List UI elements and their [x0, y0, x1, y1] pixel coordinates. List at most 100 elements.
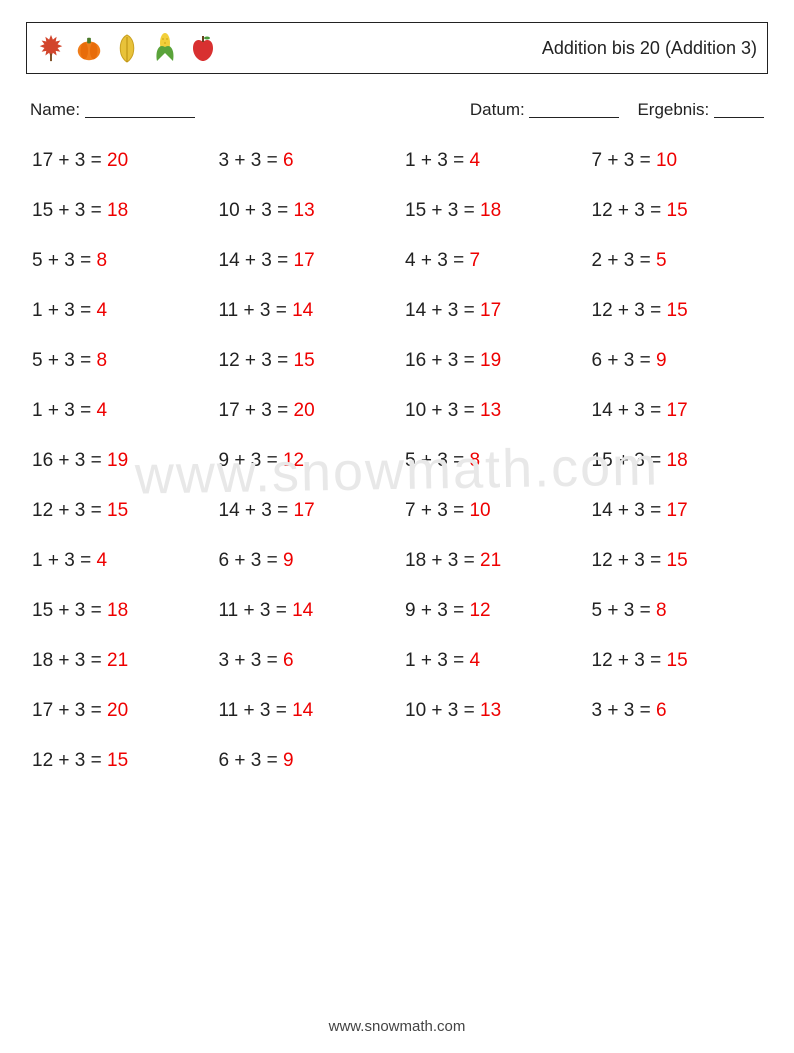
- problem-answer: 18: [107, 600, 128, 621]
- problem-expression: 12 + 3 =: [592, 550, 667, 571]
- problem-expression: 1 + 3 =: [32, 300, 96, 321]
- problem: 2 + 3 = 5: [592, 250, 769, 272]
- problem-answer: 4: [469, 150, 480, 171]
- problem-expression: 12 + 3 =: [32, 750, 107, 771]
- problem-expression: 4 + 3 =: [405, 250, 469, 271]
- problem-expression: 14 + 3 =: [405, 300, 480, 321]
- problem-expression: 12 + 3 =: [592, 650, 667, 671]
- problem: 14 + 3 = 17: [592, 400, 769, 422]
- problem-expression: 14 + 3 =: [219, 500, 294, 521]
- result-field: Ergebnis:: [637, 100, 764, 120]
- problem: 14 + 3 = 17: [592, 500, 769, 522]
- problem-expression: 14 + 3 =: [592, 400, 667, 421]
- problem-answer: 4: [96, 300, 107, 321]
- problem-answer: 6: [656, 700, 667, 721]
- problem: 16 + 3 = 19: [32, 450, 209, 472]
- problem-expression: 11 + 3 =: [219, 600, 293, 621]
- problem-expression: 11 + 3 =: [219, 700, 293, 721]
- problem-expression: 1 + 3 =: [405, 650, 469, 671]
- problem: 12 + 3 = 15: [592, 650, 769, 672]
- problem-answer: 21: [107, 650, 128, 671]
- problem-answer: 6: [283, 150, 294, 171]
- problem: 14 + 3 = 17: [219, 250, 396, 272]
- problem-expression: 6 + 3 =: [592, 350, 656, 371]
- problem: 15 + 3 = 18: [405, 200, 582, 222]
- problem-expression: 1 + 3 =: [32, 400, 96, 421]
- problem: 3 + 3 = 6: [219, 150, 396, 172]
- problem-answer: 17: [294, 250, 315, 271]
- problem-answer: 9: [283, 550, 294, 571]
- problem-expression: 15 + 3 =: [592, 450, 667, 471]
- problem-expression: 5 + 3 =: [405, 450, 469, 471]
- problem-expression: 3 + 3 =: [592, 700, 656, 721]
- problem-answer: 13: [480, 700, 501, 721]
- icon-row: [35, 32, 219, 64]
- problem: 11 + 3 = 14: [219, 600, 396, 622]
- problem: 3 + 3 = 6: [219, 650, 396, 672]
- problem-expression: 7 + 3 =: [592, 150, 656, 171]
- problem: 15 + 3 = 18: [32, 600, 209, 622]
- problem-expression: 5 + 3 =: [32, 350, 96, 371]
- problem: 14 + 3 = 17: [219, 500, 396, 522]
- problem-expression: 12 + 3 =: [32, 500, 107, 521]
- problem-answer: 7: [469, 250, 480, 271]
- problem-expression: 9 + 3 =: [219, 450, 283, 471]
- problem-answer: 9: [656, 350, 667, 371]
- problem-expression: 15 + 3 =: [32, 200, 107, 221]
- apple-icon: [187, 32, 219, 64]
- header-box: Addition bis 20 (Addition 3): [26, 22, 768, 74]
- problem-answer: 17: [294, 500, 315, 521]
- problem-answer: 20: [107, 150, 128, 171]
- problem: 9 + 3 = 12: [405, 600, 582, 622]
- problem-expression: 6 + 3 =: [219, 750, 283, 771]
- problem-expression: 2 + 3 =: [592, 250, 656, 271]
- problem-answer: 20: [294, 400, 315, 421]
- problem-answer: 13: [294, 200, 315, 221]
- problem: 16 + 3 = 19: [405, 350, 582, 372]
- problem-answer: 19: [480, 350, 501, 371]
- problem: 10 + 3 = 13: [405, 400, 582, 422]
- problem-answer: 4: [96, 550, 107, 571]
- problem-answer: 15: [667, 550, 688, 571]
- problem: 1 + 3 = 4: [32, 550, 209, 572]
- problem-expression: 7 + 3 =: [405, 500, 469, 521]
- problem: 6 + 3 = 9: [219, 550, 396, 572]
- corn-icon: [149, 32, 181, 64]
- problem: 3 + 3 = 6: [592, 700, 769, 722]
- problem-expression: 12 + 3 =: [592, 300, 667, 321]
- problem-answer: 18: [480, 200, 501, 221]
- problem-answer: 15: [667, 300, 688, 321]
- problem-answer: 20: [107, 700, 128, 721]
- problem: 12 + 3 = 15: [592, 550, 769, 572]
- problem-expression: 17 + 3 =: [32, 700, 107, 721]
- problem-answer: 10: [656, 150, 677, 171]
- meta-row: Name: Datum: Ergebnis:: [26, 100, 768, 120]
- problem: 18 + 3 = 21: [32, 650, 209, 672]
- problem: 5 + 3 = 8: [405, 450, 582, 472]
- problem: 6 + 3 = 9: [592, 350, 769, 372]
- problem-expression: 1 + 3 =: [32, 550, 96, 571]
- problem-answer: 8: [96, 250, 107, 271]
- problem: 1 + 3 = 4: [32, 400, 209, 422]
- problem-answer: 8: [96, 350, 107, 371]
- problem: 12 + 3 = 15: [592, 300, 769, 322]
- problem: 4 + 3 = 7: [405, 250, 582, 272]
- problem-answer: 12: [283, 450, 304, 471]
- problem: 15 + 3 = 18: [592, 450, 769, 472]
- problem: 11 + 3 = 14: [219, 300, 396, 322]
- maple-leaf-icon: [35, 32, 67, 64]
- problem-answer: 17: [667, 400, 688, 421]
- problem-answer: 15: [667, 650, 688, 671]
- problem: 10 + 3 = 13: [405, 700, 582, 722]
- problem-expression: 17 + 3 =: [32, 150, 107, 171]
- problem-answer: 19: [107, 450, 128, 471]
- problem-answer: 8: [656, 600, 667, 621]
- problem: 5 + 3 = 8: [32, 350, 209, 372]
- problem: 12 + 3 = 15: [592, 200, 769, 222]
- problem-grid: 17 + 3 = 20 3 + 3 = 6 1 + 3 = 4 7 + 3 = 10 1…: [26, 150, 768, 772]
- footer-url: www.snowmath.com: [0, 1018, 794, 1035]
- problem-expression: 6 + 3 =: [219, 550, 283, 571]
- problem: 17 + 3 = 20: [32, 700, 209, 722]
- problem-expression: 9 + 3 =: [405, 600, 469, 621]
- problem-expression: 14 + 3 =: [219, 250, 294, 271]
